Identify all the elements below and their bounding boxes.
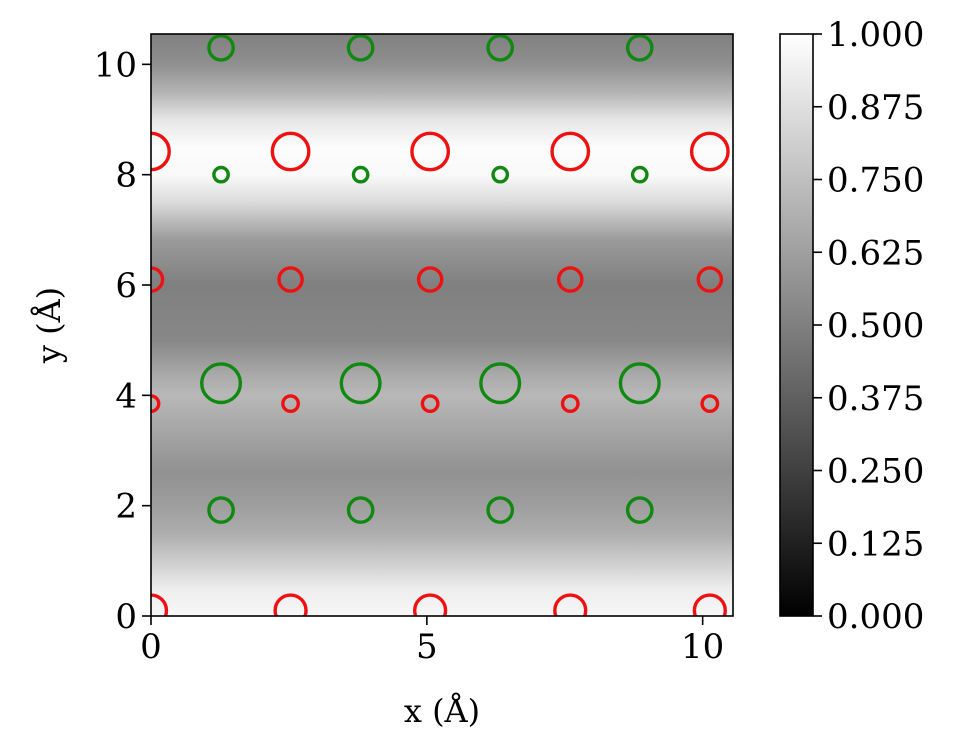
y-tick-label: 8 <box>115 156 137 196</box>
green-atom-marker <box>351 165 370 184</box>
x-tick-label: 0 <box>140 627 162 667</box>
y-axis: 0 2 4 6 8 10 <box>94 45 151 637</box>
plot-frame <box>150 33 734 617</box>
colorbar-tick-label: 1.000 <box>827 15 924 55</box>
colorbar-tick-label: 0.875 <box>827 88 924 128</box>
green-atom-marker <box>625 496 654 524</box>
green-atom-marker <box>630 165 649 184</box>
x-tick-label: 10 <box>681 627 724 667</box>
green-atom-marker <box>339 362 382 405</box>
colorbar-tick-label: 0.750 <box>827 161 924 201</box>
y-tick-label: 4 <box>115 376 137 416</box>
red-atom-marker <box>696 266 724 293</box>
red-atom-marker <box>151 131 171 172</box>
colorbar-tick-label: 0.500 <box>827 306 924 346</box>
red-atom-marker <box>416 266 444 293</box>
y-tick-label: 0 <box>115 597 137 637</box>
x-axis: 0 5 10 <box>140 616 724 667</box>
green-atom-marker <box>479 362 522 405</box>
y-tick-label: 2 <box>115 487 137 527</box>
x-tick-label: 5 <box>416 627 438 667</box>
red-atom-marker <box>151 266 165 293</box>
green-atom-marker <box>618 362 661 405</box>
colorbar: 0.000 0.125 0.250 0.375 0.500 0.625 0.750 0.875… <box>779 15 924 637</box>
red-atom-marker <box>273 593 308 616</box>
x-axis-title: x (Å) <box>404 692 480 730</box>
red-atom-marker <box>270 131 311 172</box>
y-tick-label: 10 <box>94 45 137 85</box>
red-atom-marker <box>553 593 588 616</box>
red-atom-marker <box>420 394 440 414</box>
green-atom-marker <box>625 34 654 62</box>
green-atom-marker <box>346 496 375 524</box>
green-atom-marker <box>486 496 515 524</box>
red-atom-marker <box>281 394 300 414</box>
green-atom-marker <box>212 165 230 184</box>
red-atom-marker <box>692 593 727 616</box>
y-axis-title: y (Å) <box>30 287 68 364</box>
colorbar-ticks: 0.000 0.125 0.250 0.375 0.500 0.625 0.750 0.875… <box>813 15 924 637</box>
red-atom-marker <box>700 394 720 414</box>
green-atom-marker <box>200 362 243 405</box>
colorbar-tick-label: 0.250 <box>827 452 924 492</box>
red-atom-marker <box>410 131 451 172</box>
green-atom-marker <box>486 34 515 62</box>
red-atom-marker <box>560 394 580 414</box>
red-atom-marker <box>412 593 448 616</box>
colorbar-tick-label: 0.375 <box>827 379 924 419</box>
red-atom-marker <box>556 266 584 293</box>
green-atom-marker <box>207 34 235 62</box>
green-atom-marker <box>491 165 510 184</box>
density-background <box>151 34 733 616</box>
y-tick-label: 6 <box>115 266 137 306</box>
green-atom-marker <box>346 34 375 62</box>
red-atom-marker <box>689 131 730 172</box>
colorbar-tick-label: 0.000 <box>827 597 924 637</box>
green-atom-marker <box>207 496 235 524</box>
colorbar-fill <box>780 34 813 616</box>
colorbar-tick-label: 0.125 <box>827 524 924 564</box>
red-atom-marker <box>277 266 304 293</box>
red-atom-marker <box>550 131 591 172</box>
plot-area <box>150 33 734 617</box>
colorbar-tick-label: 0.625 <box>827 233 924 273</box>
